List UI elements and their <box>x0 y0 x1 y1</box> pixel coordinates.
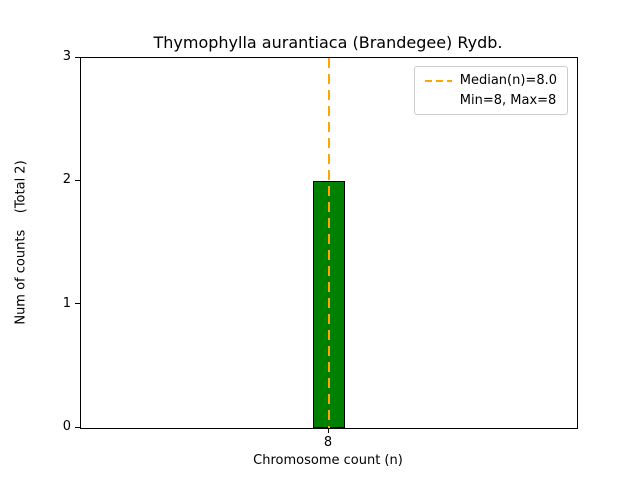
x-tick-label-8: 8 <box>323 435 333 450</box>
plot-area: Median(n)=8.0 Min=8, Max=8 <box>80 57 578 429</box>
y-tick-mark-1 <box>75 303 80 305</box>
y-tick-mark-0 <box>75 426 80 428</box>
legend-entry-median: Median(n)=8.0 <box>424 73 557 88</box>
y-tick-label-0: 0 <box>62 419 71 434</box>
y-tick-mark-2 <box>75 179 80 181</box>
y-tick-label-2: 2 <box>62 172 71 188</box>
y-tick-label-1: 1 <box>62 295 71 311</box>
legend: Median(n)=8.0 Min=8, Max=8 <box>413 66 568 115</box>
y-tick-label-3: 3 <box>62 49 71 64</box>
legend-entry-minmax: Min=8, Max=8 <box>425 94 557 107</box>
median-dashed-line-swatch <box>424 79 452 82</box>
x-axis-label: Chromosome count (n) <box>253 453 403 468</box>
legend-label-median: Median(n)=8.0 <box>459 73 557 88</box>
y-axis-label: Num of counts (Total 2) <box>13 160 29 325</box>
legend-label-minmax: Min=8, Max=8 <box>459 93 557 108</box>
x-tick-mark-8 <box>328 428 329 433</box>
y-tick-mark-3 <box>75 56 80 58</box>
median-line <box>328 58 330 428</box>
chart-title: Thymophylla aurantiaca (Brandegee) Rydb. <box>153 33 503 52</box>
